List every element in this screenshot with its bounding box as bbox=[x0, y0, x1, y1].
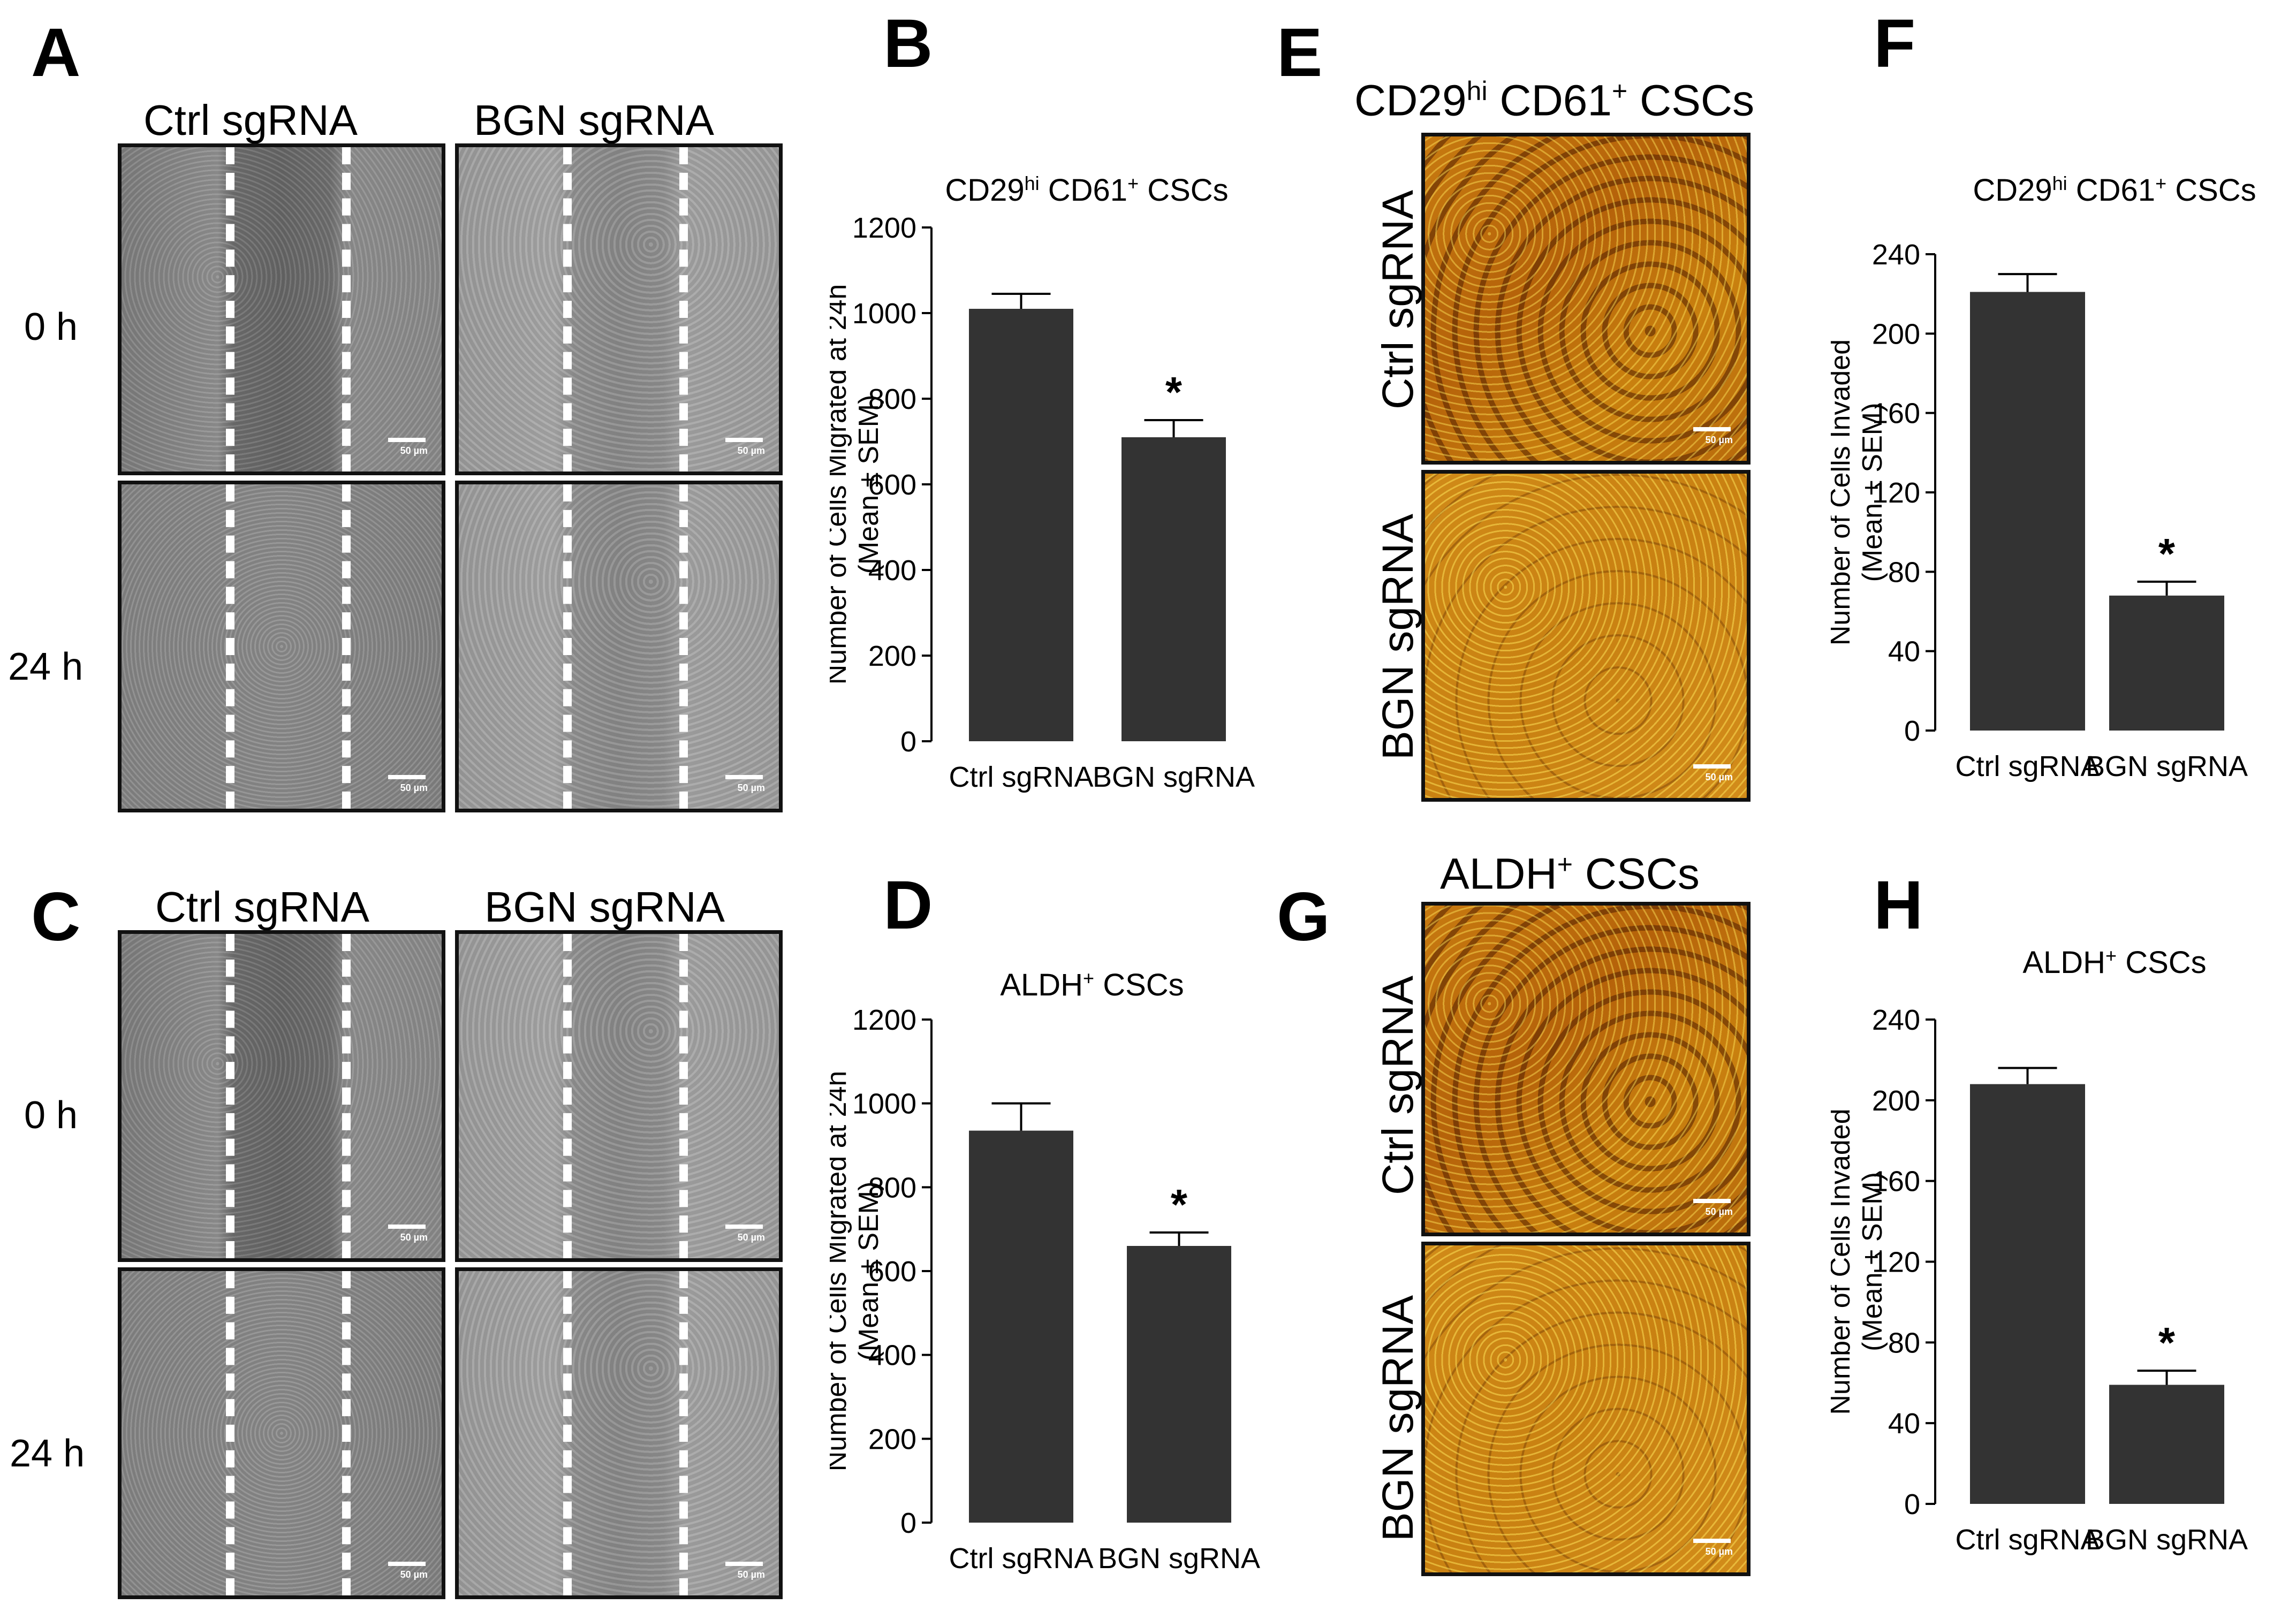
bar-bgn-sgrna bbox=[1122, 437, 1226, 741]
scratch-image-a-ctrl-24h: 50 µm bbox=[118, 481, 445, 812]
significance-star: * bbox=[1171, 1181, 1188, 1228]
bar-chart-d: D ALDH+ CSCs 0 200 400 600 800 1000 1200 Number o… bbox=[830, 867, 1260, 1575]
y-tick-label: 160 bbox=[1872, 398, 1920, 430]
y-tick-label: 600 bbox=[868, 469, 916, 501]
bar-chart-h: H ALDH+ CSCs 0 40 80 120 160 200 240 Number of Ce… bbox=[1831, 867, 2248, 1556]
scratch-image-c-ctrl-24h: 50 µm bbox=[118, 1267, 445, 1599]
bar-ctrl-sgrna bbox=[1970, 292, 2085, 731]
panel-e-title: CD29hi CD61+ CSCs bbox=[1354, 76, 1755, 125]
panel-e-row-ctrl: Ctrl sgRNA bbox=[1374, 189, 1422, 410]
y-axis-label-sem: (Mean ± SEM) bbox=[853, 1182, 884, 1361]
x-category-label: Ctrl sgRNA bbox=[949, 761, 1093, 793]
y-axis-label: Number of Cells Migrated at 24h bbox=[830, 1071, 852, 1472]
chart-title: CD29hi CD61+ CSCs bbox=[1973, 172, 2256, 208]
y-axis-label: Number of Cells Invaded bbox=[1831, 1108, 1856, 1415]
invasion-image-g-ctrl: 50 µm bbox=[1421, 902, 1751, 1236]
y-tick-label: 200 bbox=[1872, 1085, 1920, 1117]
panel-e-row-bgn: BGN sgRNA bbox=[1374, 513, 1422, 761]
bar-ctrl-sgrna bbox=[969, 309, 1073, 741]
panel-a-col-ctrl: Ctrl sgRNA bbox=[143, 96, 358, 144]
y-axis-label: Number of Cells Invaded bbox=[1831, 339, 1856, 645]
bar-ctrl-sgrna bbox=[1970, 1084, 2085, 1504]
scratch-image-a-ctrl-0h: 50 µm bbox=[118, 143, 445, 475]
y-tick-label: 0 bbox=[1904, 1488, 1920, 1520]
panel-letter-h: H bbox=[1874, 867, 1923, 944]
panel-letter-d: D bbox=[883, 867, 933, 944]
x-category-label: BGN sgRNA bbox=[1098, 1542, 1260, 1575]
significance-star: * bbox=[2158, 530, 2176, 577]
y-axis-label-sem: (Mean ± SEM) bbox=[1857, 403, 1888, 582]
panel-a-row-24h: 24 h bbox=[8, 645, 84, 688]
y-tick-label: 40 bbox=[1888, 636, 1920, 668]
y-axis-label: Number of Cells Migrated at 24h bbox=[830, 284, 852, 685]
significance-star: * bbox=[1165, 368, 1183, 416]
y-tick-label: 1000 bbox=[852, 298, 916, 330]
invasion-image-e-ctrl: 50 µm bbox=[1421, 133, 1751, 465]
bar-chart-f: F CD29hi CD61+ CSCs 0 40 80 120 160 200 240 Numbe… bbox=[1831, 5, 2256, 782]
chart-title: CD29hi CD61+ CSCs bbox=[945, 172, 1228, 208]
panel-letter-a: A bbox=[31, 14, 81, 91]
y-tick-label: 800 bbox=[868, 383, 916, 415]
scratch-image-c-bgn-24h: 50 µm bbox=[455, 1267, 783, 1599]
y-tick-label: 800 bbox=[868, 1172, 916, 1204]
scratch-image-a-bgn-0h: 50 µm bbox=[455, 143, 783, 475]
scratch-image-c-ctrl-0h: 50 µm bbox=[118, 930, 445, 1262]
y-tick-label: 200 bbox=[868, 640, 916, 672]
bar-ctrl-sgrna bbox=[969, 1130, 1073, 1523]
y-tick-label: 120 bbox=[1872, 1246, 1920, 1279]
panel-a-row-0h: 0 h bbox=[24, 306, 78, 348]
y-tick-label: 240 bbox=[1872, 239, 1920, 271]
panel-a-col-bgn: BGN sgRNA bbox=[474, 96, 714, 144]
panel-letter-f: F bbox=[1874, 5, 1915, 82]
y-tick-label: 80 bbox=[1888, 556, 1920, 588]
y-tick-label: 120 bbox=[1872, 477, 1920, 509]
panel-letter-g: G bbox=[1277, 879, 1330, 955]
invasion-image-e-bgn: 50 µm bbox=[1421, 470, 1751, 802]
bar-bgn-sgrna bbox=[2109, 1385, 2224, 1504]
y-tick-label: 0 bbox=[900, 726, 916, 758]
y-tick-label: 0 bbox=[900, 1507, 916, 1539]
panel-c-row-0h: 0 h bbox=[24, 1094, 78, 1137]
panel-c-col-bgn: BGN sgRNA bbox=[484, 883, 725, 931]
bar-bgn-sgrna bbox=[2109, 595, 2224, 731]
y-tick-label: 200 bbox=[868, 1423, 916, 1455]
panel-letter-e: E bbox=[1277, 14, 1323, 91]
x-category-label: BGN sgRNA bbox=[2086, 1524, 2248, 1556]
y-tick-label: 240 bbox=[1872, 1004, 1920, 1036]
y-tick-label: 0 bbox=[1904, 715, 1920, 747]
chart-title: ALDH+ CSCs bbox=[1000, 967, 1184, 1003]
y-tick-label: 600 bbox=[868, 1256, 916, 1288]
y-tick-label: 40 bbox=[1888, 1408, 1920, 1440]
x-category-label: BGN sgRNA bbox=[1093, 761, 1255, 793]
bar-chart-b: B CD29hi CD61+ CSCs 0 200 400 600 800 1000 1200 N… bbox=[830, 5, 1255, 793]
invasion-image-g-bgn: 50 µm bbox=[1421, 1242, 1751, 1576]
y-tick-label: 160 bbox=[1872, 1166, 1920, 1198]
y-tick-label: 1000 bbox=[852, 1088, 916, 1120]
bar-bgn-sgrna bbox=[1127, 1246, 1231, 1523]
y-tick-label: 1200 bbox=[852, 1004, 916, 1036]
y-axis-label-sem: (Mean ± SEM) bbox=[853, 395, 884, 574]
panel-c-row-24h: 24 h bbox=[10, 1432, 85, 1475]
panel-g-row-bgn: BGN sgRNA bbox=[1374, 1295, 1422, 1542]
x-category-label: Ctrl sgRNA bbox=[1955, 1524, 2100, 1556]
y-axis-label-sem: (Mean ± SEM) bbox=[1857, 1172, 1888, 1351]
x-category-label: Ctrl sgRNA bbox=[949, 1542, 1093, 1575]
y-tick-label: 200 bbox=[1872, 318, 1920, 350]
panel-g-title: ALDH+ CSCs bbox=[1440, 849, 1700, 899]
x-category-label: BGN sgRNA bbox=[2086, 750, 2248, 782]
x-category-label: Ctrl sgRNA bbox=[1955, 750, 2100, 782]
scratch-image-c-bgn-0h: 50 µm bbox=[455, 930, 783, 1262]
y-tick-label: 1200 bbox=[852, 212, 916, 244]
significance-star: * bbox=[2158, 1319, 2176, 1366]
y-tick-label: 80 bbox=[1888, 1327, 1920, 1359]
panel-c-col-ctrl: Ctrl sgRNA bbox=[155, 883, 370, 931]
y-tick-label: 400 bbox=[868, 1340, 916, 1372]
panel-letter-b: B bbox=[883, 5, 933, 82]
chart-title: ALDH+ CSCs bbox=[2022, 945, 2206, 980]
panel-g-row-ctrl: Ctrl sgRNA bbox=[1374, 975, 1422, 1196]
y-tick-label: 400 bbox=[868, 554, 916, 587]
scratch-image-a-bgn-24h: 50 µm bbox=[455, 481, 783, 812]
panel-letter-c: C bbox=[31, 879, 81, 955]
